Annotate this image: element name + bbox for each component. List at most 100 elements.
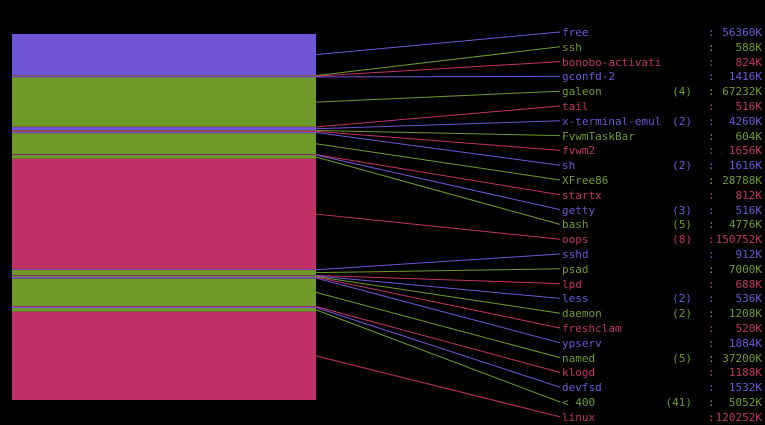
separator: : [708,218,715,232]
process-count: (41) [665,396,693,409]
process-memory: 67232K [722,85,762,99]
separator: : [708,277,715,291]
process-memory: 516K [735,203,763,217]
process-memory: 1884K [728,336,762,350]
process-name: free [562,26,589,39]
connector-line [315,306,561,388]
process-name: x-terminal-emul [562,114,662,128]
separator: : [708,55,715,69]
process-row: tail: 516K [560,99,765,114]
process-name: FvwmTaskBar [562,129,635,143]
memory-segment-named [12,278,316,307]
process-row: psad:7000K [560,262,765,277]
connector-line [315,275,561,299]
process-count: (5) [672,351,692,365]
process-row: FvwmTaskBar: 604K [560,129,765,144]
memory-segment-tail [12,126,316,128]
process-name: ypserv [562,336,602,350]
process-count: (2) [672,307,692,321]
process-row: free:56360K [560,25,765,40]
process-name: daemon [562,307,602,321]
process-row: freshclam: 520K [560,321,765,336]
process-row: getty (3): 516K [560,203,765,218]
process-row: sshd: 912K [560,247,765,262]
process-row: oops (8):150752K [560,232,765,247]
separator: : [708,129,715,143]
separator: : [708,159,715,173]
connector-line [315,75,561,78]
connector-line [315,305,561,373]
memory-segment-psad [12,270,316,276]
separator: : [708,396,715,409]
connector-line [315,130,561,137]
memory-segment-klogd [12,306,316,307]
connector-line [315,154,561,211]
process-row: bash (5):4776K [560,217,765,232]
separator: : [708,336,715,350]
separator: : [708,351,715,365]
memory-segment-lpd [12,275,316,276]
process-count: (2) [672,159,692,173]
connector-line [315,268,561,274]
process-name: klogd [562,366,596,380]
process-row: XFree86:28788K [560,173,765,188]
connector-line [315,31,561,56]
separator: : [708,70,715,84]
process-memory: 5052K [728,396,762,409]
process-name: tail [562,100,589,113]
separator: : [708,114,715,128]
process-memory: 1208K [728,307,762,321]
memory-segment-devfsd [12,306,316,309]
connector-line [315,90,561,103]
separator: : [708,174,715,187]
process-memory: 1188K [728,366,762,380]
connector-line [315,276,561,329]
memory-segment-freshclam [12,276,316,278]
process-memory: 4260K [728,114,762,128]
process-name: bonobo-activati [562,55,662,69]
separator: : [708,262,715,276]
process-memory: 28788K [722,174,762,187]
process-row: x-terminal-emul (2):4260K [560,114,765,129]
process-name: lpd [562,277,582,291]
separator: : [708,307,715,321]
connector-line [315,277,561,344]
memory-segment-startx [12,154,316,155]
connector-line [315,291,561,359]
memory-segment-bonobo-activati [12,75,316,77]
process-row: < 400 (41):5052K [560,395,765,410]
memory-segment-oops [12,158,316,270]
connector-line [315,274,561,285]
process-memory: 150752K [715,233,762,247]
separator: : [708,292,715,306]
process-memory: 7000K [728,262,762,276]
process-name: gconfd-2 [562,70,615,84]
memory-segment-daemon [12,276,316,277]
process-row: galeon (4):67232K [560,84,765,99]
process-memory: 536K [735,292,763,306]
separator: : [708,248,715,261]
memory-segment-sshd [12,269,316,271]
connector-line [315,276,561,314]
process-row: devfsd:1532K [560,380,765,395]
process-row: less (2): 536K [560,291,765,306]
process-row: klogd:1188K [560,365,765,380]
memory-segment-galeon [12,77,316,127]
memory-segment-ypserv [12,277,316,279]
process-name: startx [562,188,602,202]
memory-segment-fvwm2 [12,130,316,132]
memory-segment-x-terminal-emul [12,127,316,131]
memory-segment-sh [12,131,316,134]
process-name: freshclam [562,322,622,335]
separator: : [708,203,715,217]
process-name: galeon [562,85,602,99]
connector-line [315,61,561,77]
connector-line [315,130,561,151]
process-memory: 1616K [728,159,762,173]
process-count: (8) [672,233,692,247]
process-name: getty [562,203,596,217]
process-row: lpd: 688K [560,277,765,292]
process-count: (5) [672,218,692,232]
process-memory: 688K [735,277,763,291]
